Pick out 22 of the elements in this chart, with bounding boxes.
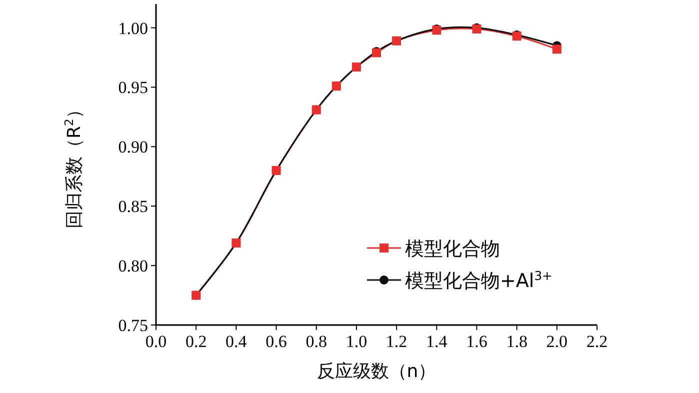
y-tick-label: 0.85 xyxy=(118,197,148,216)
legend-label: 模型化合物+Al$^{3+}$ xyxy=(405,269,552,292)
point xyxy=(552,44,562,54)
x-tick-label: 2.0 xyxy=(546,332,568,351)
y-tick-label: 0.80 xyxy=(118,256,148,276)
x-tick-label: 1.4 xyxy=(426,332,448,351)
x-tick-label: 1.2 xyxy=(386,332,408,351)
x-tick-label: 1.0 xyxy=(346,332,368,351)
x-tick-label: 0.0 xyxy=(145,332,167,351)
y-tick-label: 0.75 xyxy=(118,316,148,335)
y-tick-label: 0.95 xyxy=(118,78,148,98)
x-tick-label: 0.2 xyxy=(185,332,207,351)
y-tick-label: 1.00 xyxy=(118,18,148,38)
y-tick-label: 0.90 xyxy=(118,138,148,157)
x-tick-label: 0.8 xyxy=(306,332,327,351)
x-tick-label: 2.2 xyxy=(586,332,608,351)
legend-label: 模型化合物 xyxy=(405,238,500,260)
x-tick-label: 1.8 xyxy=(506,332,528,351)
x-axis-title: 反应级数（n） xyxy=(316,361,436,382)
x-tick-label: 0.6 xyxy=(266,332,287,351)
x-tick-label: 1.6 xyxy=(466,332,488,351)
x-tick-label: 0.4 xyxy=(226,332,248,351)
